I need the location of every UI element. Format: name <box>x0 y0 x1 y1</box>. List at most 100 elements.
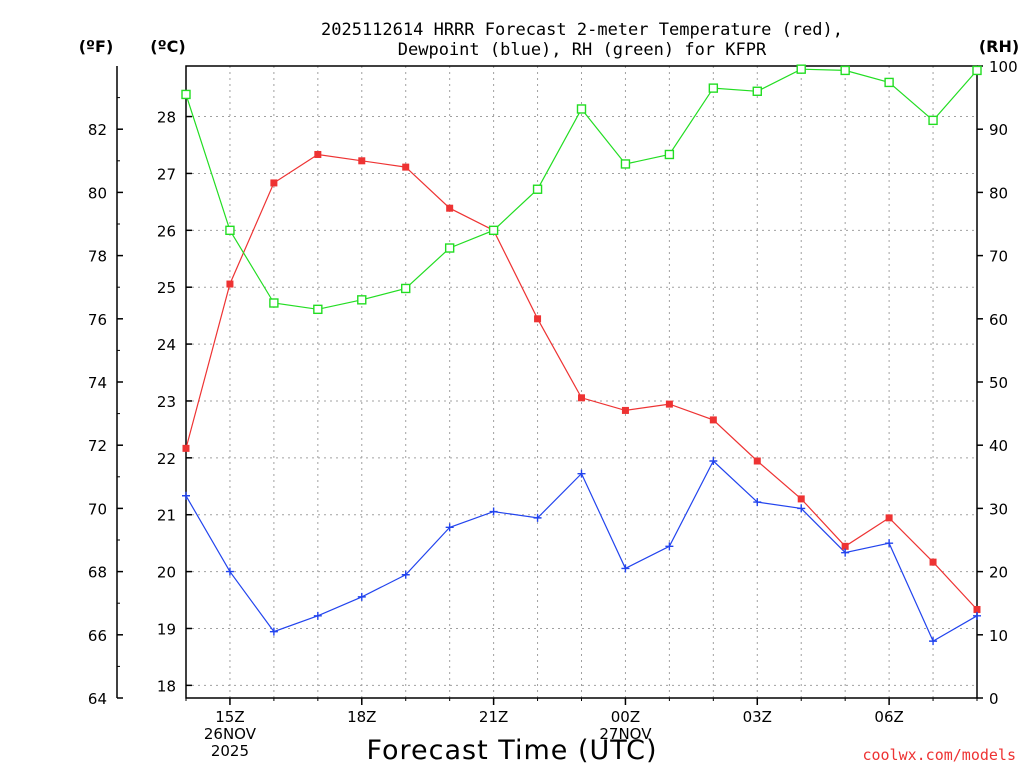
fahrenheit-tick-label: 70 <box>88 500 107 518</box>
celsius-tick-label: 19 <box>157 620 176 638</box>
dewpoint-point <box>445 523 454 532</box>
fahrenheit-tick-label: 80 <box>88 184 107 202</box>
rh-point <box>532 184 543 194</box>
dewpoint-point <box>665 542 674 551</box>
celsius-tick-label: 25 <box>157 279 176 297</box>
dewpoint-point <box>577 469 586 478</box>
temperature-point <box>446 204 454 212</box>
rh-unit-label: (RH) <box>979 37 1019 56</box>
axes: 64 66 68 70 72 74 76 78 80 82 18 19 20 21 22 23 24 25 26 27… <box>88 58 1018 708</box>
rh-point <box>708 83 719 93</box>
dewpoint-point <box>973 611 981 620</box>
rh-tick-label: 100 <box>989 58 1018 76</box>
temperature-point <box>402 163 410 171</box>
rh-tick-label: 80 <box>989 184 1008 202</box>
rh-point <box>752 86 762 96</box>
rh-point <box>357 295 367 305</box>
fahrenheit-tick-label: 72 <box>88 437 107 455</box>
rh-tick-label: 20 <box>989 564 1008 582</box>
fahrenheit-tick-label: 68 <box>88 564 107 582</box>
rh-point <box>401 283 411 294</box>
dewpoint-point <box>225 567 234 576</box>
x-tick-label: 27NOV <box>599 725 652 743</box>
dewpoint-point <box>797 504 806 513</box>
dewpoint-point <box>313 611 322 620</box>
temperature-point <box>578 394 585 402</box>
fahrenheit-tick-label: 76 <box>88 311 107 329</box>
temperature-point <box>885 514 893 522</box>
rh-tick-label: 0 <box>989 690 999 708</box>
fahrenheit-tick-label: 82 <box>88 121 107 139</box>
rh-point <box>664 149 675 160</box>
rh-point <box>181 89 191 100</box>
rh-point <box>928 115 938 126</box>
celsius-tick-label: 24 <box>157 336 176 354</box>
celsius-tick-label: 23 <box>157 393 176 411</box>
temperature-point <box>358 157 366 165</box>
celsius-tick-label: 26 <box>157 222 176 240</box>
rh-point <box>972 65 982 76</box>
rh-point <box>796 64 806 74</box>
temperature-point <box>621 406 629 414</box>
rh-point <box>576 104 587 114</box>
credit-text: coolwx.com/models <box>862 746 1016 764</box>
x-tick-label: 06Z <box>874 708 903 726</box>
temperature-point <box>753 457 761 465</box>
x-tick-label: 15Z <box>215 708 244 726</box>
fahrenheit-tick-label: 78 <box>88 248 107 266</box>
dewpoint-point <box>621 564 630 573</box>
dewpoint-point <box>269 627 278 636</box>
rh-point <box>269 298 279 308</box>
celsius-tick-label: 20 <box>157 564 176 582</box>
x-tick-label: 03Z <box>743 708 772 726</box>
dewpoint-point <box>489 507 498 516</box>
x-tick-label: 18Z <box>347 708 376 726</box>
temperature-point <box>534 315 542 323</box>
rh-point <box>840 65 850 76</box>
celsius-tick-label: 21 <box>157 507 176 525</box>
rh-tick-label: 60 <box>989 311 1008 329</box>
celsius-tick-label: 28 <box>157 109 176 127</box>
celsius-tick-label: 27 <box>157 165 176 183</box>
rh-point <box>884 77 894 88</box>
rh-tick-label: 50 <box>989 374 1008 392</box>
dewpoint-point <box>841 548 850 557</box>
temperature-point <box>665 400 673 408</box>
rh-point <box>488 225 499 236</box>
temperature-point <box>182 444 190 452</box>
rh-point <box>444 243 455 253</box>
dewpoint-point <box>709 457 718 465</box>
temperature-point <box>797 495 805 503</box>
x-tick-label: 26NOV <box>204 725 257 743</box>
x-tick-label: 2025 <box>211 742 249 760</box>
fahrenheit-tick-label: 64 <box>88 690 107 708</box>
temperature-point <box>270 179 278 187</box>
series-markers <box>181 64 982 646</box>
rh-tick-label: 10 <box>989 627 1008 645</box>
temperature-point <box>973 606 981 614</box>
dewpoint-point <box>753 498 762 507</box>
rh-tick-label: 30 <box>989 500 1008 518</box>
temperature-point <box>929 558 937 566</box>
title-line-1: 2025112614 HRRR Forecast 2-meter Tempera… <box>321 20 843 40</box>
fahrenheit-tick-label: 66 <box>88 627 107 645</box>
dewpoint-point <box>182 491 190 500</box>
x-tick-label: 00Z <box>611 708 640 726</box>
fahrenheit-unit-label: (ºF) <box>79 37 114 56</box>
rh-point <box>225 225 235 236</box>
dewpoint-point <box>357 592 366 601</box>
x-tick-label: 21Z <box>479 708 508 726</box>
title-line-2: Dewpoint (blue), RH (green) for KFPR <box>398 40 767 60</box>
temperature-point <box>841 542 849 550</box>
chart-title: 2025112614 HRRR Forecast 2-meter Tempera… <box>321 20 843 60</box>
fahrenheit-tick-label: 74 <box>88 374 107 392</box>
celsius-tick-label: 18 <box>157 677 176 695</box>
rh-point <box>620 159 631 169</box>
dewpoint-point <box>533 513 542 522</box>
celsius-unit-label: (ºC) <box>150 37 185 56</box>
grid-lines <box>186 66 977 698</box>
temperature-point <box>314 150 322 158</box>
rh-tick-label: 40 <box>989 437 1008 455</box>
